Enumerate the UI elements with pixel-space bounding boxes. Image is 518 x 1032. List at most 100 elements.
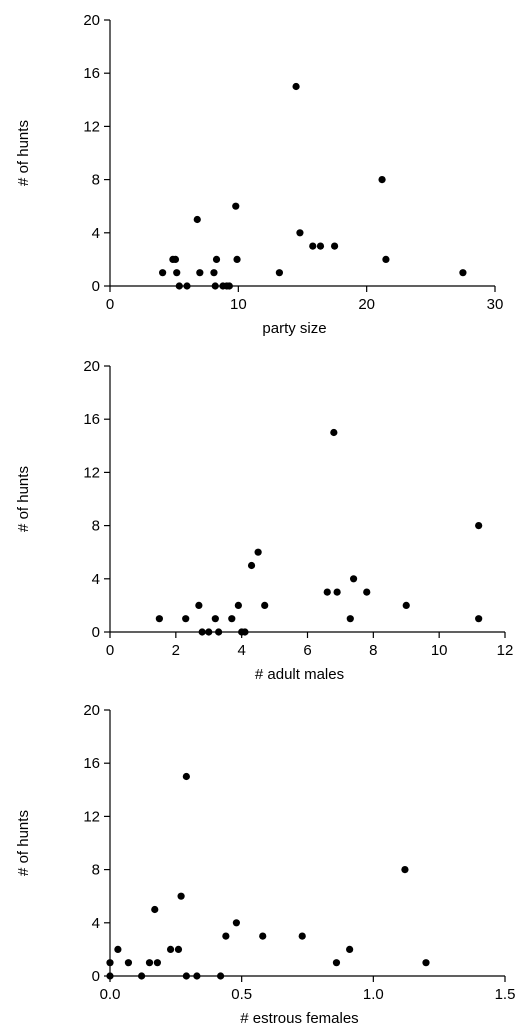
data-point xyxy=(183,282,191,290)
data-point xyxy=(234,601,242,610)
data-point xyxy=(182,772,190,781)
data-point xyxy=(173,269,181,277)
data-point xyxy=(193,972,201,980)
y-tick-label: 4 xyxy=(92,915,100,932)
data-point xyxy=(195,601,203,610)
data-point xyxy=(422,959,430,967)
data-point xyxy=(193,215,201,224)
y-tick-label: 16 xyxy=(83,65,100,82)
data-point xyxy=(106,972,114,980)
y-tick-label: 16 xyxy=(83,411,100,428)
x-tick-label: 4 xyxy=(237,642,245,659)
data-point xyxy=(171,255,180,263)
y-tick-label: 20 xyxy=(83,12,100,29)
data-point xyxy=(151,905,159,914)
data-point xyxy=(382,255,390,263)
data-point xyxy=(225,282,233,290)
x-tick-label: 1.0 xyxy=(363,986,384,1003)
data-point xyxy=(138,972,146,980)
data-point xyxy=(292,82,300,91)
y-tick-label: 20 xyxy=(83,358,100,375)
data-point xyxy=(222,932,230,940)
data-point xyxy=(175,282,183,290)
data-point xyxy=(330,242,339,250)
y-tick-label: 8 xyxy=(92,172,100,189)
data-point xyxy=(275,269,283,277)
data-point xyxy=(182,972,190,980)
x-tick-label: 10 xyxy=(431,642,448,659)
x-tick-label: 0.5 xyxy=(231,986,252,1003)
data-point xyxy=(211,615,219,623)
data-point xyxy=(232,919,240,927)
y-tick-label: 8 xyxy=(92,862,100,879)
data-point xyxy=(259,932,267,940)
data-point xyxy=(349,575,358,583)
scatter-panel-2: 0 4 8 12 16 20 0 2 4 6 8 10 12 # adult males # of hunt… xyxy=(15,358,513,683)
y-axis-title: # of hunts xyxy=(15,466,32,532)
data-point xyxy=(196,269,204,277)
x-tick-label: 2 xyxy=(172,642,180,659)
data-point xyxy=(346,615,354,623)
y-tick-label: 12 xyxy=(83,118,100,135)
y-tick-label: 12 xyxy=(83,808,100,825)
y-tick-label: 12 xyxy=(83,464,100,481)
y-axis-title: # of hunts xyxy=(15,810,32,876)
data-point xyxy=(145,959,154,967)
data-point xyxy=(333,588,341,596)
y-tick-label: 16 xyxy=(83,755,100,772)
data-point xyxy=(210,269,218,277)
y-tick-label: 0 xyxy=(92,278,100,295)
data-point xyxy=(215,628,223,636)
data-point xyxy=(177,892,185,900)
data-point xyxy=(153,959,161,967)
x-tick-label: 6 xyxy=(303,642,311,659)
data-point xyxy=(323,588,331,596)
data-point xyxy=(316,242,325,250)
data-point xyxy=(166,945,175,954)
y-tick-label: 0 xyxy=(92,624,100,641)
data-point xyxy=(228,615,236,623)
x-tick-label: 0.0 xyxy=(100,986,121,1003)
data-point xyxy=(475,615,483,623)
data-point xyxy=(475,522,483,530)
x-tick-label: 30 xyxy=(487,296,504,313)
data-point xyxy=(205,628,213,636)
data-point xyxy=(198,628,206,636)
x-tick-label: 10 xyxy=(230,296,247,313)
y-tick-label: 4 xyxy=(92,571,100,588)
data-point xyxy=(247,561,256,570)
data-point xyxy=(106,959,114,967)
y-tick-label: 8 xyxy=(92,518,100,535)
y-tick-label: 4 xyxy=(92,225,100,242)
x-tick-label: 0 xyxy=(106,642,114,659)
y-tick-label: 0 xyxy=(92,968,100,985)
data-point xyxy=(378,176,386,184)
y-axis-title: # of hunts xyxy=(15,120,32,186)
data-point xyxy=(401,866,409,874)
data-point xyxy=(459,269,467,277)
x-axis-title: # adult males xyxy=(255,666,344,683)
data-point xyxy=(241,628,249,636)
data-point xyxy=(159,269,167,277)
x-tick-label: 8 xyxy=(369,642,377,659)
x-tick-label: 12 xyxy=(497,642,514,659)
x-tick-label: 0 xyxy=(106,296,114,313)
data-point xyxy=(296,229,304,237)
data-point xyxy=(402,601,410,610)
scatter-panel-1: 0 4 8 12 16 20 0 10 20 30 party size # of hunts xyxy=(15,12,503,337)
x-tick-label: 20 xyxy=(358,296,375,313)
data-point xyxy=(174,945,183,954)
x-axis-title: party size xyxy=(262,320,326,337)
data-point xyxy=(309,242,317,250)
data-point xyxy=(182,615,190,623)
y-tick-label: 20 xyxy=(83,702,100,719)
data-point xyxy=(261,601,269,610)
scatter-panel-3: 0 4 8 12 16 20 0.0 0.5 1.0 1.5 # estrous females # … xyxy=(15,702,515,1027)
data-point xyxy=(232,202,240,210)
x-axis-title: # estrous females xyxy=(240,1010,358,1027)
data-point xyxy=(332,959,341,967)
data-point xyxy=(212,255,221,263)
data-point xyxy=(298,932,306,940)
data-point xyxy=(363,588,371,596)
